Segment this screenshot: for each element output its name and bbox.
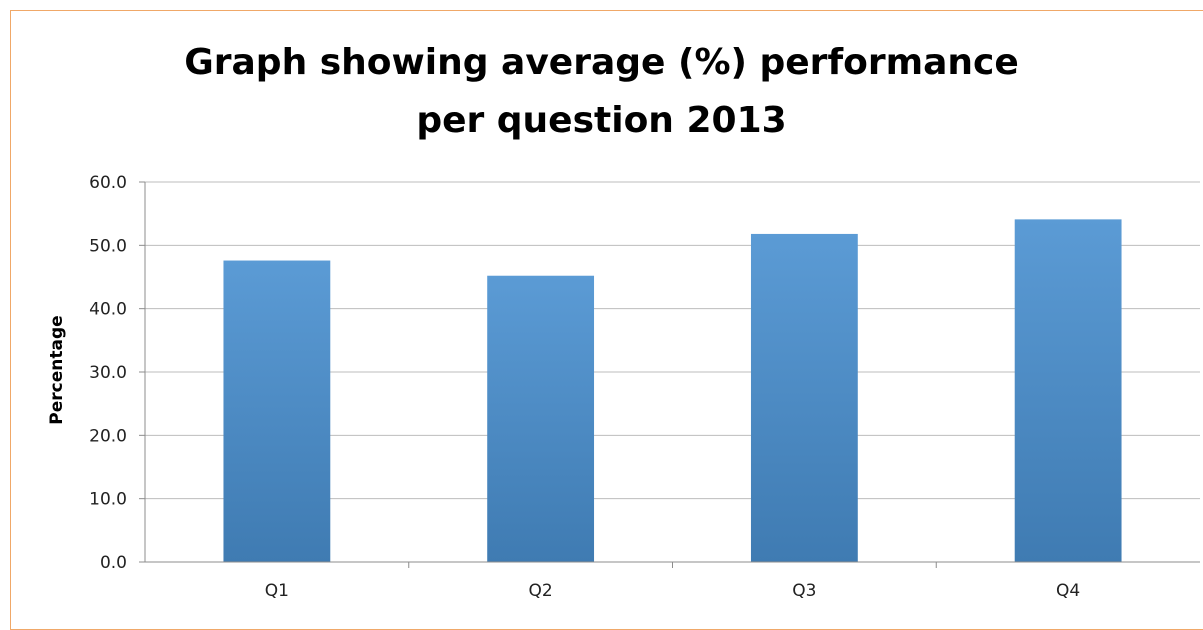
- bar-q1: [223, 260, 331, 562]
- bar-q4: [1014, 219, 1122, 562]
- bar-chart: 0.0 10.0 20.0 30.0 40.0 50.0 60.0 Q1 Q2 Q3 Q4 Perc…: [47, 173, 1200, 601]
- bar-q3: [750, 233, 858, 562]
- chart-frame: [10, 10, 1203, 630]
- y-axis-label: Percentage: [47, 315, 67, 424]
- y-tick-label: 30.0: [89, 363, 127, 383]
- y-tick-label: 0.0: [100, 553, 127, 573]
- bar-q2: [487, 275, 595, 562]
- y-tick-label: 20.0: [89, 426, 127, 446]
- y-tick-label: 40.0: [89, 300, 127, 320]
- x-tick-label: Q1: [265, 581, 289, 601]
- x-tick-label: Q3: [792, 581, 816, 601]
- x-tick-label: Q2: [529, 581, 553, 601]
- x-tick-label: Q4: [1056, 581, 1080, 601]
- y-tick-label: 50.0: [89, 236, 127, 256]
- y-tick-label: 60.0: [89, 173, 127, 193]
- y-tick-label: 10.0: [89, 490, 127, 510]
- chart-title: Graph showing average (%) performance pe…: [184, 42, 1019, 141]
